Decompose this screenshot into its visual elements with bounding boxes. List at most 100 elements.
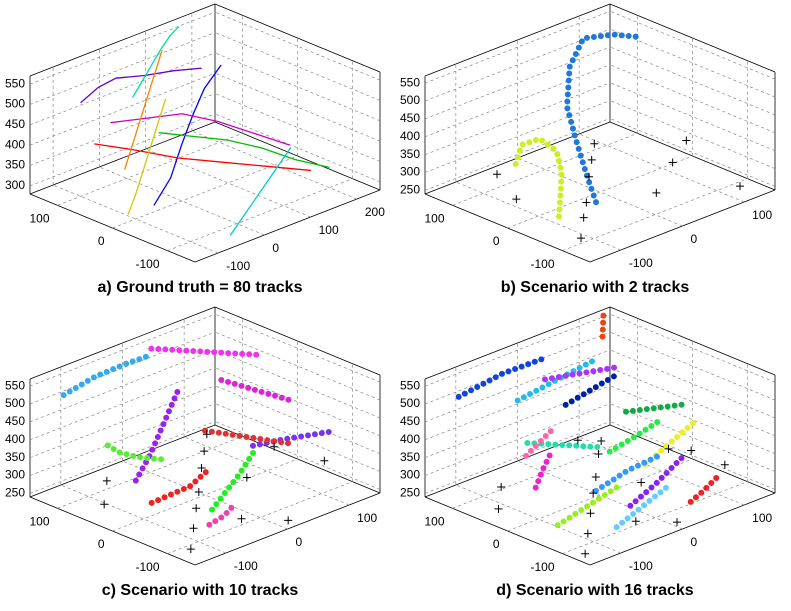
- grid-line: [609, 100, 776, 169]
- z-tick-label: 250: [5, 486, 25, 500]
- y-tick-label: 0: [98, 234, 105, 248]
- track: [132, 385, 182, 484]
- track: [532, 450, 554, 491]
- x-tick-label: 0: [691, 232, 698, 246]
- caption: a) Ground truth = 80 tracks: [98, 279, 303, 296]
- track: [563, 31, 641, 206]
- box-edge: [609, 3, 776, 73]
- clutter-point: [668, 158, 677, 167]
- z-tick-label: 550: [400, 378, 420, 392]
- clutter-point: [577, 234, 585, 243]
- x-tick-label: -100: [629, 256, 653, 270]
- track: [554, 481, 624, 529]
- z-tick-label: 450: [5, 117, 25, 131]
- x-tick-label: 0: [272, 241, 279, 255]
- z-tick-label: 500: [400, 93, 420, 107]
- x-tick-label: -100: [226, 259, 250, 273]
- y-tick-label: 100: [424, 212, 444, 226]
- x-tick-label: 100: [319, 223, 339, 237]
- track: [209, 449, 256, 513]
- y-tick-label: -100: [530, 560, 554, 574]
- clutter-point: [736, 182, 744, 191]
- clutter-point: [284, 516, 293, 525]
- grid-line: [579, 133, 745, 203]
- z-tick-label: 450: [400, 111, 420, 125]
- grid-line: [29, 72, 216, 146]
- clutter-point: [200, 447, 209, 456]
- clutter-point: [587, 155, 596, 164]
- grid-line: [507, 458, 693, 532]
- track: [627, 454, 686, 509]
- track: [512, 135, 565, 220]
- clutter-point: [585, 172, 593, 181]
- clutter-point: [594, 450, 603, 459]
- box-edge: [214, 306, 381, 376]
- grid-line: [29, 52, 216, 126]
- clutter-point: [583, 529, 592, 538]
- z-tick-label: 550: [400, 75, 420, 89]
- z-tick-label: 550: [5, 378, 25, 392]
- grid-line: [424, 403, 611, 476]
- grid-line: [609, 385, 776, 454]
- z-tick-label: 300: [5, 178, 25, 192]
- track: [523, 426, 555, 459]
- track: [132, 26, 180, 98]
- grid-line: [214, 421, 381, 490]
- clutter-point: [637, 478, 646, 487]
- clutter-point: [664, 444, 673, 453]
- grid-line: [214, 367, 381, 437]
- clutter-point: [192, 504, 201, 513]
- track: [202, 427, 297, 448]
- track: [158, 132, 330, 168]
- grid-line: [145, 148, 311, 218]
- track: [562, 371, 621, 408]
- track: [124, 49, 163, 170]
- box-edge: [194, 189, 381, 263]
- clutter-point: [597, 437, 606, 446]
- clutter-point: [186, 545, 195, 554]
- z-tick-label: 400: [400, 129, 420, 143]
- clutter-point: [590, 139, 599, 148]
- grid-line: [214, 93, 381, 162]
- track: [455, 354, 550, 400]
- track: [593, 452, 662, 494]
- y-tick-label: 100: [29, 212, 49, 226]
- z-tick-label: 300: [400, 468, 420, 482]
- z-tick-label: 300: [5, 468, 25, 482]
- z-tick-label: 400: [5, 432, 25, 446]
- z-tick-label: 350: [400, 450, 420, 464]
- clutter-point: [102, 476, 111, 485]
- z-tick-label: 500: [5, 396, 25, 410]
- clutter-point: [687, 446, 696, 455]
- clutter-point: [591, 472, 600, 481]
- y-tick-label: 0: [493, 234, 500, 248]
- clutter-point: [582, 198, 591, 207]
- panel: -100 0 100 -100 0 100 250 300 350 400 450 500 550 c) …: [5, 306, 381, 599]
- track: [148, 345, 262, 358]
- grid-line: [455, 181, 621, 251]
- clutter-point: [194, 488, 203, 497]
- grid-line: [29, 32, 216, 105]
- grid-line: [609, 10, 776, 80]
- grid-line: [609, 118, 776, 187]
- grid-line: [191, 130, 358, 200]
- grid-line: [517, 157, 683, 227]
- grid-line: [29, 113, 216, 187]
- track: [148, 466, 213, 506]
- clutter-point: [579, 213, 588, 222]
- y-tick-label: -100: [135, 257, 159, 271]
- caption: b) Scenario with 2 tracks: [501, 279, 690, 296]
- x-tick-label: 200: [365, 205, 385, 219]
- panel: -100 0 100 -100 0 100 250 300 350 400 450 500 550 d) …: [400, 306, 776, 599]
- x-tick-label: -100: [234, 559, 258, 573]
- grid-line: [507, 155, 693, 229]
- clutter-point: [581, 549, 590, 558]
- caption: d) Scenario with 16 tracks: [496, 582, 694, 599]
- z-tick-label: 350: [5, 158, 25, 172]
- clutter-point: [493, 170, 501, 179]
- grid-line: [517, 460, 683, 530]
- grid-line: [609, 82, 776, 151]
- x-tick-label: 0: [296, 535, 303, 549]
- clutter-point: [673, 518, 681, 527]
- track: [542, 364, 621, 383]
